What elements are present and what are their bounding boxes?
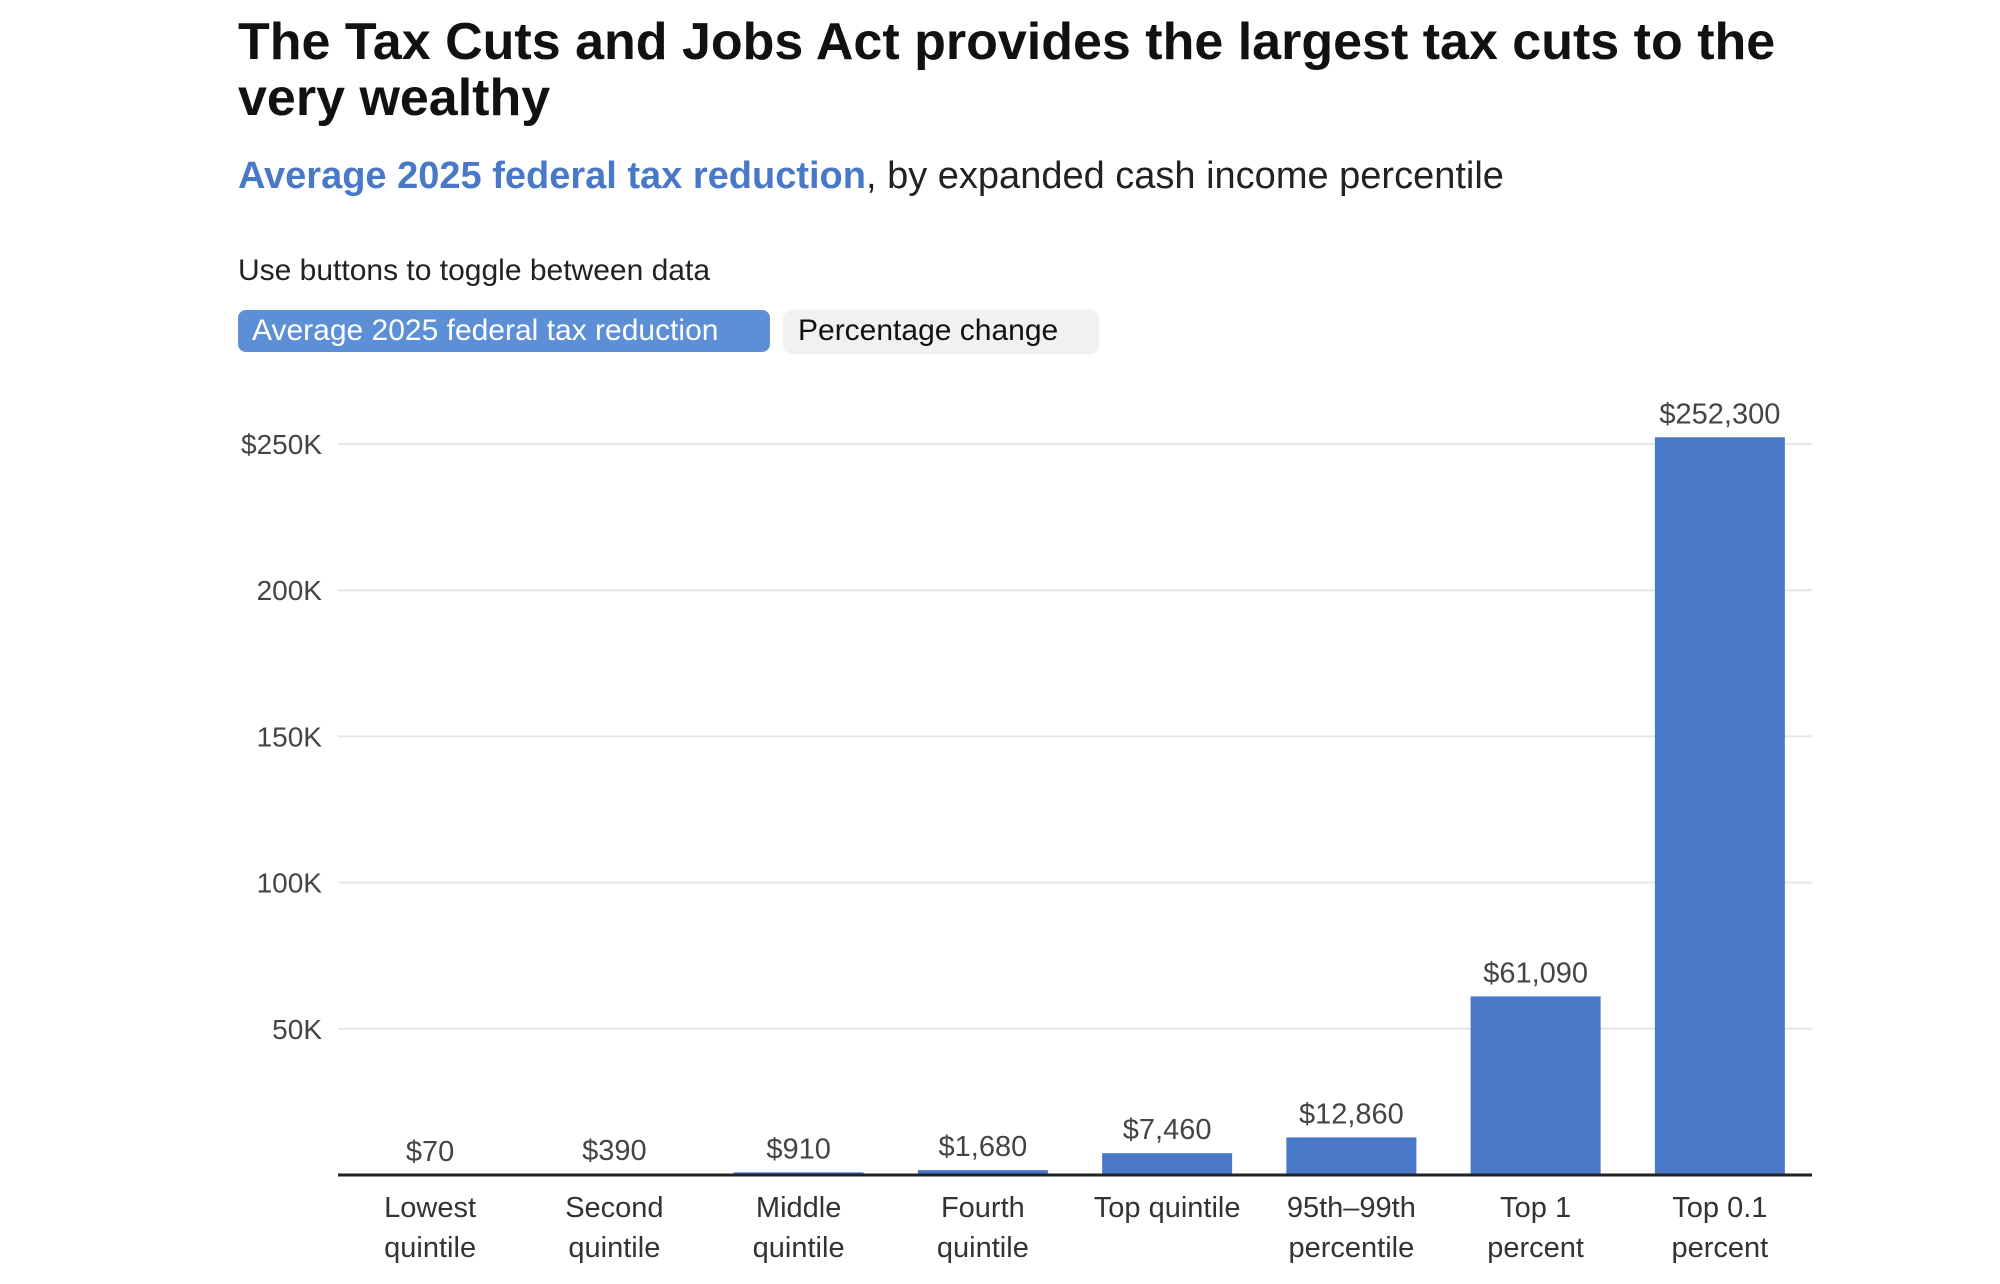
x-tick-label: Top 1	[1500, 1192, 1571, 1224]
x-tick-label: quintile	[753, 1232, 845, 1264]
x-tick-label: quintile	[937, 1232, 1029, 1264]
y-tick-label: 200K	[257, 575, 323, 606]
x-tick-label: quintile	[384, 1232, 476, 1264]
data-label: $7,460	[1123, 1114, 1212, 1146]
data-label: $70	[406, 1136, 454, 1168]
chart-subtitle: Average 2025 federal tax reduction, by e…	[238, 152, 1504, 200]
y-tick-label: $250K	[241, 429, 322, 460]
bar[interactable]	[1102, 1153, 1233, 1175]
toggle-percentage-change-button[interactable]: Percentage change	[784, 310, 1098, 352]
x-tick-label: Lowest	[384, 1192, 476, 1224]
bar[interactable]	[1470, 996, 1601, 1175]
subtitle-accent: Average 2025 federal tax reduction	[238, 155, 866, 197]
y-tick-label: 50K	[272, 1014, 322, 1045]
data-label: $61,090	[1483, 957, 1588, 989]
y-tick-label: 150K	[257, 721, 323, 752]
bar[interactable]	[1286, 1137, 1417, 1175]
data-label: $910	[766, 1133, 831, 1165]
data-label: $12,860	[1299, 1098, 1404, 1130]
x-tick-label: percent	[1487, 1232, 1584, 1264]
x-tick-label: Top quintile	[1094, 1192, 1241, 1224]
x-tick-label: percent	[1672, 1232, 1769, 1264]
x-tick-label: percentile	[1289, 1232, 1415, 1264]
bar[interactable]	[917, 1170, 1048, 1175]
y-tick-label: 100K	[257, 868, 323, 899]
bar[interactable]	[1654, 437, 1785, 1176]
subtitle-rest: , by expanded cash income percentile	[865, 155, 1504, 197]
x-tick-label: Middle	[756, 1192, 841, 1224]
data-label: $390	[582, 1135, 647, 1167]
data-label: $1,680	[939, 1131, 1028, 1163]
chart-title: The Tax Cuts and Jobs Act provides the l…	[238, 13, 1776, 127]
toggle-average-reduction-button[interactable]: Average 2025 federal tax reduction	[238, 310, 770, 352]
x-tick-label: Top 0.1	[1672, 1192, 1767, 1224]
toggle-hint: Use buttons to toggle between data	[238, 254, 711, 287]
data-label: $252,300	[1659, 398, 1780, 430]
x-tick-label: Fourth	[941, 1192, 1025, 1224]
x-tick-label: 95th–99th	[1287, 1192, 1416, 1224]
x-tick-label: Second	[565, 1192, 663, 1224]
x-tick-label: quintile	[568, 1232, 660, 1264]
